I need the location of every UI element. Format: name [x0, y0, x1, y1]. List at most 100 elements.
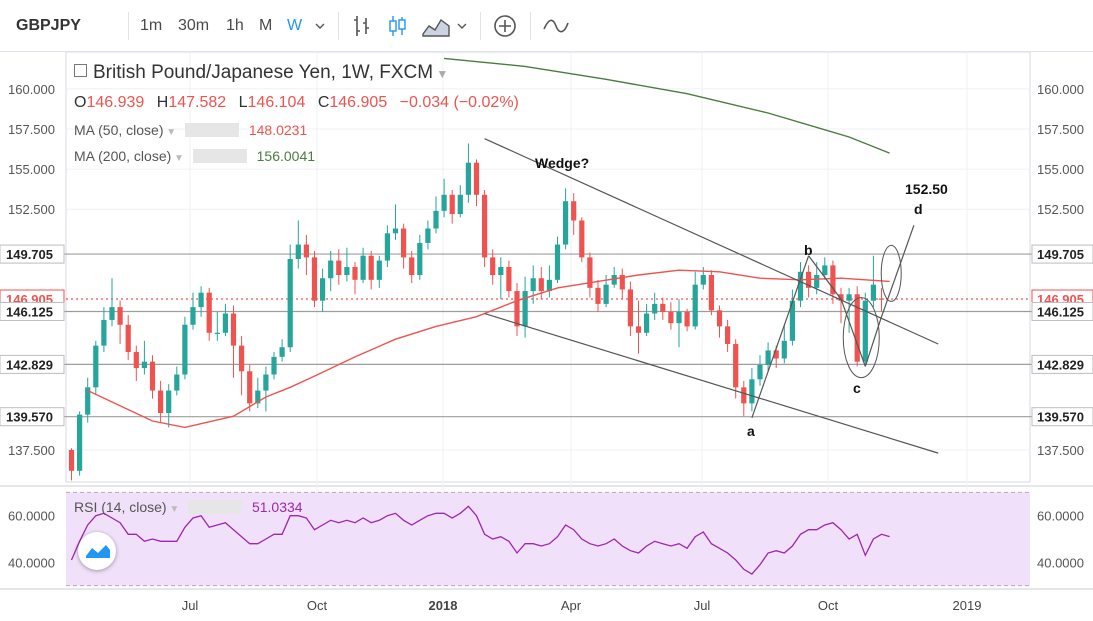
candle-body	[125, 324, 131, 353]
candle-body	[417, 242, 423, 276]
candle-body	[644, 313, 650, 333]
indicators-icon[interactable]	[421, 14, 451, 38]
price-levels	[0, 253, 1093, 418]
chevron-down-icon[interactable]: ▼	[433, 67, 449, 81]
ma200-value: 156.0041	[256, 148, 316, 164]
candle-body	[490, 257, 496, 276]
candle-body	[360, 255, 366, 280]
candle-body	[619, 275, 625, 290]
candle-body	[182, 324, 188, 375]
interval-1h-button[interactable]: 1h	[226, 17, 244, 34]
level-badge-right	[1031, 407, 1093, 427]
interval-week-button[interactable]: W	[287, 17, 303, 34]
interval-30m-button[interactable]: 30m	[178, 17, 210, 34]
candle-body	[328, 260, 334, 279]
x-tick-label: Oct	[818, 598, 839, 613]
candle-body	[733, 344, 739, 388]
y-tick-label-left: 137.500	[8, 443, 55, 458]
candle-body	[692, 284, 698, 327]
candle-body	[554, 244, 561, 280]
high-key: H	[156, 94, 169, 111]
candle-body	[522, 291, 528, 327]
chevron-down-icon[interactable]: ▼	[166, 504, 183, 515]
candle-body	[498, 267, 504, 276]
candle-body	[611, 275, 617, 285]
interval-month-button[interactable]: M	[259, 17, 273, 34]
candle-body	[716, 310, 723, 327]
candle-body	[392, 228, 399, 234]
trend-lines	[484, 138, 939, 454]
candle-body	[579, 220, 585, 258]
candle-body	[93, 345, 99, 388]
candle-body	[401, 228, 407, 258]
highlight-ellipse	[842, 297, 880, 379]
indicator-settings-icon[interactable]	[184, 123, 239, 137]
candle-body	[263, 374, 269, 391]
tradingview-logo[interactable]	[78, 532, 116, 570]
collapse-icon[interactable]	[74, 64, 87, 77]
x-tick-label: Jul	[694, 598, 711, 613]
dropdown-icon[interactable]	[456, 20, 468, 32]
candle-body	[506, 267, 512, 292]
highlight-ellipse	[880, 244, 902, 302]
candle-body	[206, 292, 212, 333]
main-pane-frame	[65, 52, 1031, 483]
candle-body	[287, 258, 293, 348]
trend-line	[840, 298, 866, 367]
candle-body	[854, 294, 860, 362]
candle-body	[514, 291, 520, 327]
candle-body	[230, 313, 237, 346]
candle-body	[595, 287, 601, 304]
add-icon[interactable]	[493, 14, 517, 38]
rsi-line	[70, 505, 890, 575]
candle-style-icon[interactable]	[386, 14, 410, 38]
chart-title: British Pound/Japanese Yen, 1W, FXCM	[93, 62, 434, 83]
dropdown-icon[interactable]	[314, 20, 326, 32]
low-value: 146.104	[247, 94, 306, 111]
wave-b-label: b	[804, 242, 813, 258]
compare-icon[interactable]	[542, 14, 570, 38]
candle-body	[117, 307, 123, 325]
chart-area[interactable]: 160.000 160.000 157.500 157.500 155.000 155.0…	[0, 52, 1093, 621]
x-tick-label: Jul	[182, 598, 199, 613]
chevron-down-icon[interactable]: ▼	[163, 127, 179, 138]
symbol-label[interactable]: GBPJPY	[16, 17, 81, 34]
candle-body	[635, 326, 642, 333]
candle-body	[384, 233, 390, 261]
candle-body	[449, 194, 455, 215]
toolbar: GBPJPY 1m 30m 1h M W	[0, 0, 1093, 52]
candle-body	[773, 350, 779, 359]
low-key: L	[238, 94, 248, 111]
indicator-settings-icon[interactable]	[192, 149, 247, 163]
wedge-label: Wedge?	[535, 155, 589, 171]
candle-body	[368, 255, 374, 280]
interval-1m-button[interactable]: 1m	[140, 17, 163, 34]
ma200-label: MA (200, close)	[74, 148, 172, 164]
target-price-label: 152.50	[905, 181, 948, 197]
candle-body	[149, 361, 156, 391]
trend-line	[484, 138, 939, 345]
trend-line	[880, 225, 915, 317]
chevron-down-icon[interactable]: ▼	[171, 153, 187, 164]
ma50-label: MA (50, close)	[74, 122, 164, 138]
candle-body	[303, 244, 309, 258]
y-tick-label-left: 160.000	[8, 82, 55, 97]
candle-body	[830, 265, 836, 295]
level-badge-left	[0, 244, 65, 264]
level-label-left: 139.570	[6, 410, 53, 425]
y-tick-label-left: 152.500	[8, 202, 55, 217]
candle-body	[190, 307, 196, 325]
trend-line	[751, 255, 810, 419]
open-key: O	[74, 94, 87, 111]
candle-body	[279, 347, 285, 357]
bar-style-icon[interactable]	[350, 14, 374, 38]
candle-body	[133, 352, 139, 369]
level-label-right: 149.705	[1037, 247, 1084, 262]
indicator-settings-icon[interactable]	[188, 500, 243, 514]
candle-body	[652, 303, 658, 314]
candle-body	[141, 361, 147, 369]
candlestick-series	[68, 143, 885, 481]
candle-body	[311, 257, 318, 301]
candle-body	[571, 201, 577, 221]
candle-body	[749, 379, 755, 404]
